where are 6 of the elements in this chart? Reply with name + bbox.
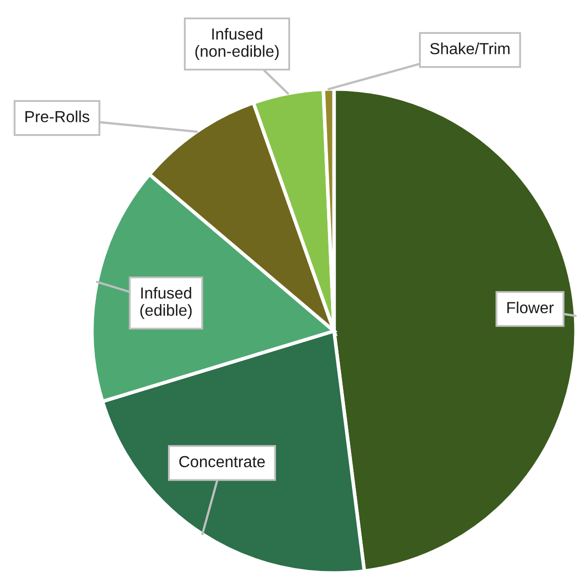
slice-label: Infused (non-edible)	[195, 28, 279, 60]
slice-label: Shake/Trim	[430, 42, 510, 54]
slice-label: Pre-Rolls	[25, 110, 90, 122]
slice-label: Flower	[507, 302, 554, 314]
slice-label: Infused (edible)	[140, 286, 192, 320]
slice-label: Concentrate	[179, 456, 265, 468]
